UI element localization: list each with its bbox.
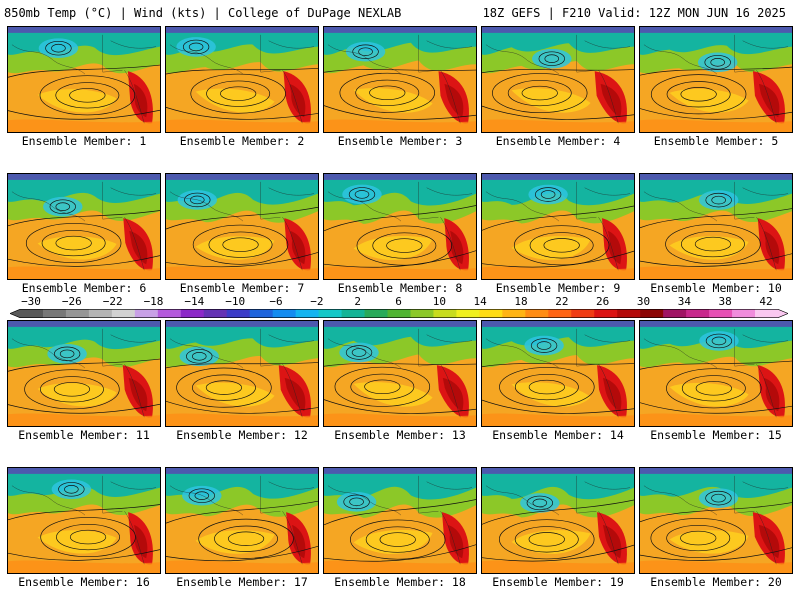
ensemble-member-label: Ensemble Member: 11 [18, 428, 150, 442]
colorbar-swatch [42, 309, 67, 318]
ensemble-member-map [7, 320, 161, 427]
colorbar-swatch [433, 309, 457, 318]
ensemble-member-map [165, 320, 319, 427]
ensemble-member-map [481, 467, 635, 574]
ensemble-member-map [639, 26, 793, 133]
colorbar-swatch [157, 309, 182, 318]
colorbar-tick-label: 2 [354, 295, 361, 308]
ensemble-member-label: Ensemble Member: 19 [492, 575, 624, 589]
colorbar-tick-label: 42 [759, 295, 773, 308]
colorbar-tick-label: −10 [225, 295, 246, 308]
colorbar-swatch [663, 309, 687, 318]
ensemble-member-label: Ensemble Member: 8 [337, 281, 463, 295]
colorbar-min-arrow [10, 309, 20, 318]
colorbar-tick-label: −2 [310, 295, 324, 308]
colorbar-swatch [341, 309, 366, 318]
ensemble-member-map [639, 173, 793, 280]
ensemble-member-map [639, 467, 793, 574]
colorbar-swatch [640, 309, 664, 318]
ensemble-member-map [165, 26, 319, 133]
colorbar-swatch [295, 309, 320, 318]
ensemble-member-map [323, 173, 477, 280]
colorbar-swatch [686, 309, 710, 318]
colorbar-swatch [226, 309, 251, 318]
colorbar-swatch [456, 309, 480, 318]
colorbar-swatch [318, 309, 343, 318]
ensemble-member-label: Ensemble Member: 12 [176, 428, 308, 442]
ensemble-member-label: Ensemble Member: 17 [176, 575, 308, 589]
ensemble-member-label: Ensemble Member: 5 [653, 134, 779, 148]
colorbar-swatch [65, 309, 90, 318]
colorbar-tick-label: −26 [61, 295, 82, 308]
ensemble-member-label: Ensemble Member: 15 [650, 428, 782, 442]
colorbar-swatch [180, 309, 205, 318]
colorbar-tick-label: −6 [269, 295, 283, 308]
temperature-colorbar [10, 309, 788, 318]
colorbar-tick-label: 6 [395, 295, 402, 308]
ensemble-member-label: Ensemble Member: 3 [337, 134, 463, 148]
colorbar-swatch [571, 309, 595, 318]
colorbar-tick-label: 18 [514, 295, 528, 308]
colorbar-tick-label: −18 [143, 295, 164, 308]
colorbar-tick-label: −30 [21, 295, 41, 308]
colorbar-swatch [617, 309, 641, 318]
ensemble-member-map [323, 467, 477, 574]
colorbar-swatch [755, 309, 779, 318]
colorbar-tick-label: 26 [596, 295, 610, 308]
ensemble-member-label: Ensemble Member: 4 [495, 134, 621, 148]
ensemble-member-label: Ensemble Member: 13 [334, 428, 466, 442]
ensemble-member-map [481, 173, 635, 280]
ensemble-member-label: Ensemble Member: 1 [21, 134, 147, 148]
ensemble-member-map [323, 320, 477, 427]
ensemble-member-map [481, 26, 635, 133]
ensemble-member-label: Ensemble Member: 7 [179, 281, 305, 295]
colorbar-swatch [272, 309, 297, 318]
colorbar-swatch [732, 309, 756, 318]
colorbar-swatch [203, 309, 228, 318]
colorbar-tick-label: −22 [102, 295, 123, 308]
colorbar-swatch [594, 309, 618, 318]
model-run-info: 18Z GEFS | F210 Valid: 12Z MON JUN 16 20… [482, 6, 786, 20]
colorbar-swatch [502, 309, 526, 318]
ensemble-member-label: Ensemble Member: 9 [495, 281, 621, 295]
colorbar-swatch [88, 309, 113, 318]
ensemble-member-label: Ensemble Member: 6 [21, 281, 147, 295]
ensemble-member-label: Ensemble Member: 14 [492, 428, 624, 442]
ensemble-member-map [7, 173, 161, 280]
ensemble-member-label: Ensemble Member: 2 [179, 134, 305, 148]
ensemble-member-map [481, 320, 635, 427]
colorbar-swatch [709, 309, 733, 318]
colorbar-swatch [387, 309, 411, 318]
colorbar-swatch [364, 309, 389, 318]
ensemble-member-label: Ensemble Member: 18 [334, 575, 466, 589]
colorbar-tick-label: −14 [184, 295, 205, 308]
colorbar-swatch [548, 309, 572, 318]
colorbar-swatch [134, 309, 159, 318]
colorbar-tick-label: 10 [432, 295, 446, 308]
ensemble-member-map [165, 173, 319, 280]
ensemble-member-map [165, 467, 319, 574]
colorbar-tick-label: 34 [677, 295, 691, 308]
colorbar-max-arrow [778, 309, 788, 318]
colorbar-swatch [249, 309, 274, 318]
map-title: 850mb Temp (°C) | Wind (kts) | College o… [4, 6, 402, 20]
colorbar-tick-label: 30 [636, 295, 651, 308]
colorbar-swatch [20, 309, 44, 318]
colorbar-swatch [525, 309, 549, 318]
ensemble-member-map [639, 320, 793, 427]
ensemble-member-map [7, 26, 161, 133]
ensemble-member-map [7, 467, 161, 574]
ensemble-member-map [323, 26, 477, 133]
colorbar-swatch [410, 309, 434, 318]
ensemble-member-label: Ensemble Member: 10 [650, 281, 782, 295]
colorbar-tick-label: 38 [718, 295, 732, 308]
ensemble-member-label: Ensemble Member: 20 [650, 575, 782, 589]
colorbar-tick-label: 22 [555, 295, 569, 308]
colorbar-tick-label: 14 [473, 295, 487, 308]
ensemble-member-label: Ensemble Member: 16 [18, 575, 150, 589]
colorbar-swatch [479, 309, 503, 318]
colorbar-swatch [111, 309, 136, 318]
